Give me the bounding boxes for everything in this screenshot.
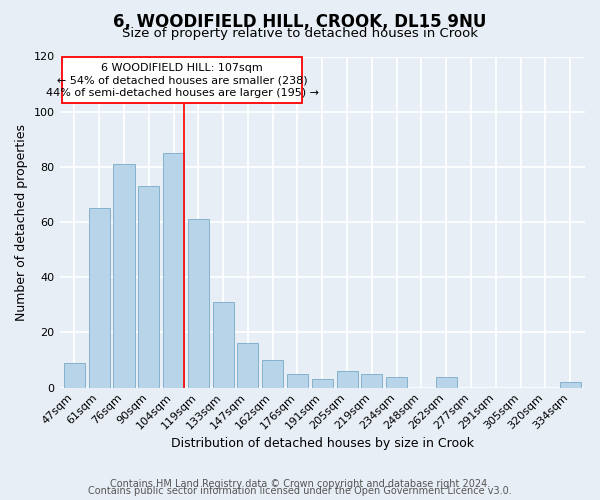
Bar <box>262 360 283 388</box>
Bar <box>436 376 457 388</box>
Text: Contains HM Land Registry data © Crown copyright and database right 2024.: Contains HM Land Registry data © Crown c… <box>110 479 490 489</box>
Y-axis label: Number of detached properties: Number of detached properties <box>15 124 28 320</box>
Bar <box>138 186 160 388</box>
Bar <box>238 344 259 388</box>
Bar <box>312 380 333 388</box>
Text: 6 WOODIFIELD HILL: 107sqm: 6 WOODIFIELD HILL: 107sqm <box>101 64 263 74</box>
Bar <box>337 371 358 388</box>
Text: 6, WOODIFIELD HILL, CROOK, DL15 9NU: 6, WOODIFIELD HILL, CROOK, DL15 9NU <box>113 12 487 30</box>
Bar <box>89 208 110 388</box>
Bar <box>386 376 407 388</box>
FancyBboxPatch shape <box>62 56 302 104</box>
Bar <box>64 363 85 388</box>
Bar <box>113 164 134 388</box>
X-axis label: Distribution of detached houses by size in Crook: Distribution of detached houses by size … <box>171 437 474 450</box>
Bar <box>287 374 308 388</box>
Text: ← 54% of detached houses are smaller (238): ← 54% of detached houses are smaller (23… <box>57 76 308 86</box>
Text: 44% of semi-detached houses are larger (195) →: 44% of semi-detached houses are larger (… <box>46 88 319 98</box>
Bar <box>560 382 581 388</box>
Bar <box>361 374 382 388</box>
Text: Size of property relative to detached houses in Crook: Size of property relative to detached ho… <box>122 28 478 40</box>
Text: Contains public sector information licensed under the Open Government Licence v3: Contains public sector information licen… <box>88 486 512 496</box>
Bar <box>163 153 184 388</box>
Bar <box>212 302 233 388</box>
Bar <box>188 220 209 388</box>
